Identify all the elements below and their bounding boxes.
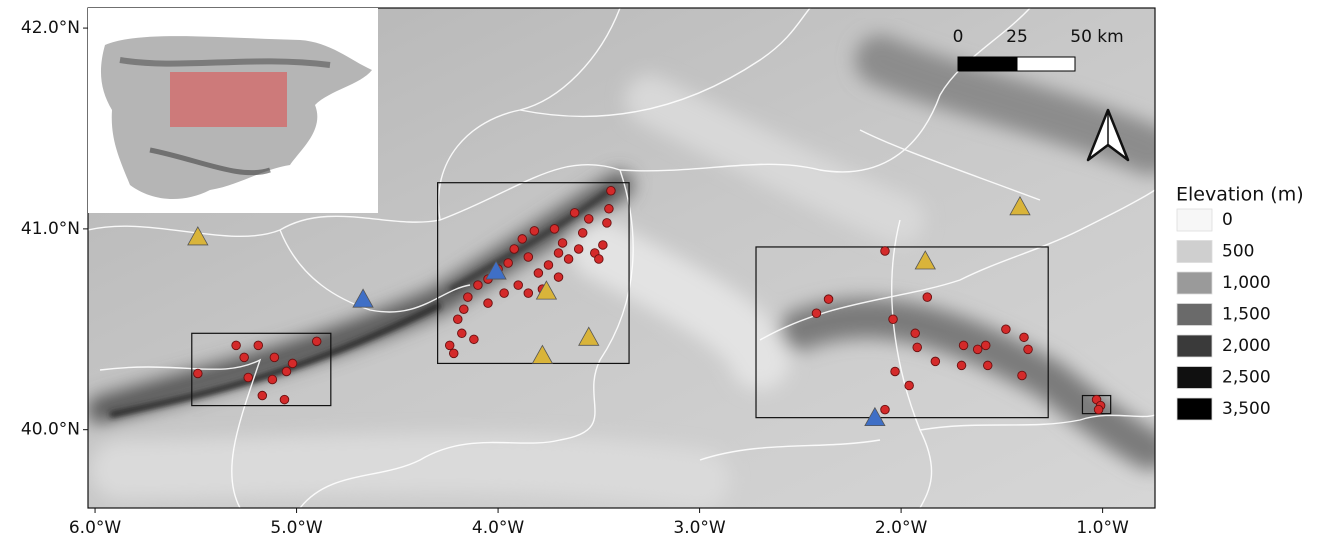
site bbox=[599, 241, 608, 250]
x-tick-label: 4.0°W bbox=[472, 518, 525, 538]
site bbox=[584, 215, 593, 224]
legend-label: 2,500 bbox=[1222, 368, 1271, 388]
y-tick-label: 42.0°N bbox=[21, 18, 80, 38]
site bbox=[270, 353, 279, 362]
site bbox=[510, 245, 519, 254]
legend-label: 3,500 bbox=[1222, 399, 1271, 419]
legend-swatch bbox=[1177, 367, 1212, 389]
site bbox=[824, 295, 833, 304]
site bbox=[1024, 345, 1033, 354]
legend-label: 2,000 bbox=[1222, 336, 1271, 356]
site bbox=[812, 309, 821, 318]
site bbox=[474, 281, 483, 290]
x-tick-label: 6.0°W bbox=[69, 518, 122, 538]
site bbox=[524, 289, 533, 298]
map-figure: 0 25 50 km 6.0°W 5.0°W 4.0°W 3.0°W 2.0°W 1.0°W 4… bbox=[0, 0, 1328, 540]
site bbox=[595, 255, 604, 264]
legend-label: 0 bbox=[1222, 210, 1233, 230]
site bbox=[244, 373, 253, 382]
legend-swatch bbox=[1177, 398, 1212, 420]
scale-label: 25 bbox=[1006, 27, 1028, 47]
site bbox=[578, 229, 587, 238]
legend-swatch bbox=[1177, 304, 1212, 326]
scale-label: 50 km bbox=[1070, 27, 1123, 47]
site bbox=[905, 381, 914, 390]
site bbox=[891, 367, 900, 376]
site bbox=[544, 261, 553, 270]
site bbox=[558, 239, 567, 248]
site bbox=[460, 305, 469, 314]
site bbox=[514, 281, 523, 290]
legend-title: Elevation (m) bbox=[1176, 184, 1304, 206]
site bbox=[605, 205, 614, 214]
site bbox=[1020, 333, 1029, 342]
site bbox=[240, 353, 249, 362]
site bbox=[282, 367, 291, 376]
site bbox=[973, 345, 982, 354]
site bbox=[445, 341, 454, 350]
site bbox=[913, 343, 922, 352]
site bbox=[911, 329, 920, 338]
x-tick-label: 5.0°W bbox=[270, 518, 323, 538]
site bbox=[288, 359, 297, 368]
site bbox=[453, 315, 462, 324]
site bbox=[554, 249, 563, 258]
site bbox=[881, 405, 890, 414]
site bbox=[959, 341, 968, 350]
site bbox=[931, 357, 940, 366]
site bbox=[484, 299, 493, 308]
site bbox=[570, 209, 579, 218]
site bbox=[923, 293, 932, 302]
legend-label: 1,000 bbox=[1222, 273, 1271, 293]
legend-swatch bbox=[1177, 241, 1212, 263]
site bbox=[464, 293, 473, 302]
site bbox=[504, 259, 513, 268]
site bbox=[194, 369, 203, 378]
site bbox=[981, 341, 990, 350]
site bbox=[500, 289, 509, 298]
site bbox=[881, 247, 890, 256]
site bbox=[554, 273, 563, 282]
scale-label: 0 bbox=[953, 27, 964, 47]
legend-swatch bbox=[1177, 272, 1212, 294]
site bbox=[254, 341, 263, 350]
site bbox=[518, 235, 527, 244]
y-tick-label: 41.0°N bbox=[21, 219, 80, 239]
site bbox=[603, 219, 612, 228]
site bbox=[957, 361, 966, 370]
legend-swatch bbox=[1177, 209, 1212, 231]
legend-label: 1,500 bbox=[1222, 305, 1271, 325]
legend-swatch bbox=[1177, 335, 1212, 357]
site bbox=[449, 349, 458, 358]
site bbox=[1094, 405, 1103, 414]
y-tick-label: 40.0°N bbox=[21, 420, 80, 440]
x-tick-label: 2.0°W bbox=[875, 518, 928, 538]
site bbox=[470, 335, 479, 344]
site bbox=[534, 269, 543, 278]
x-tick-label: 3.0°W bbox=[673, 518, 726, 538]
site bbox=[1018, 371, 1027, 380]
site bbox=[258, 391, 267, 400]
inset-map bbox=[88, 8, 378, 213]
site bbox=[550, 225, 559, 234]
site bbox=[607, 186, 616, 195]
site bbox=[1002, 325, 1011, 334]
site bbox=[574, 245, 583, 254]
site bbox=[983, 361, 992, 370]
site bbox=[268, 375, 277, 384]
site bbox=[889, 315, 898, 324]
x-tick-label: 1.0°W bbox=[1076, 518, 1129, 538]
legend-label: 500 bbox=[1222, 242, 1254, 262]
site bbox=[280, 395, 289, 404]
site bbox=[524, 253, 533, 262]
site bbox=[458, 329, 467, 338]
site bbox=[312, 337, 321, 346]
site bbox=[564, 255, 573, 264]
site bbox=[232, 341, 241, 350]
site bbox=[530, 227, 539, 236]
